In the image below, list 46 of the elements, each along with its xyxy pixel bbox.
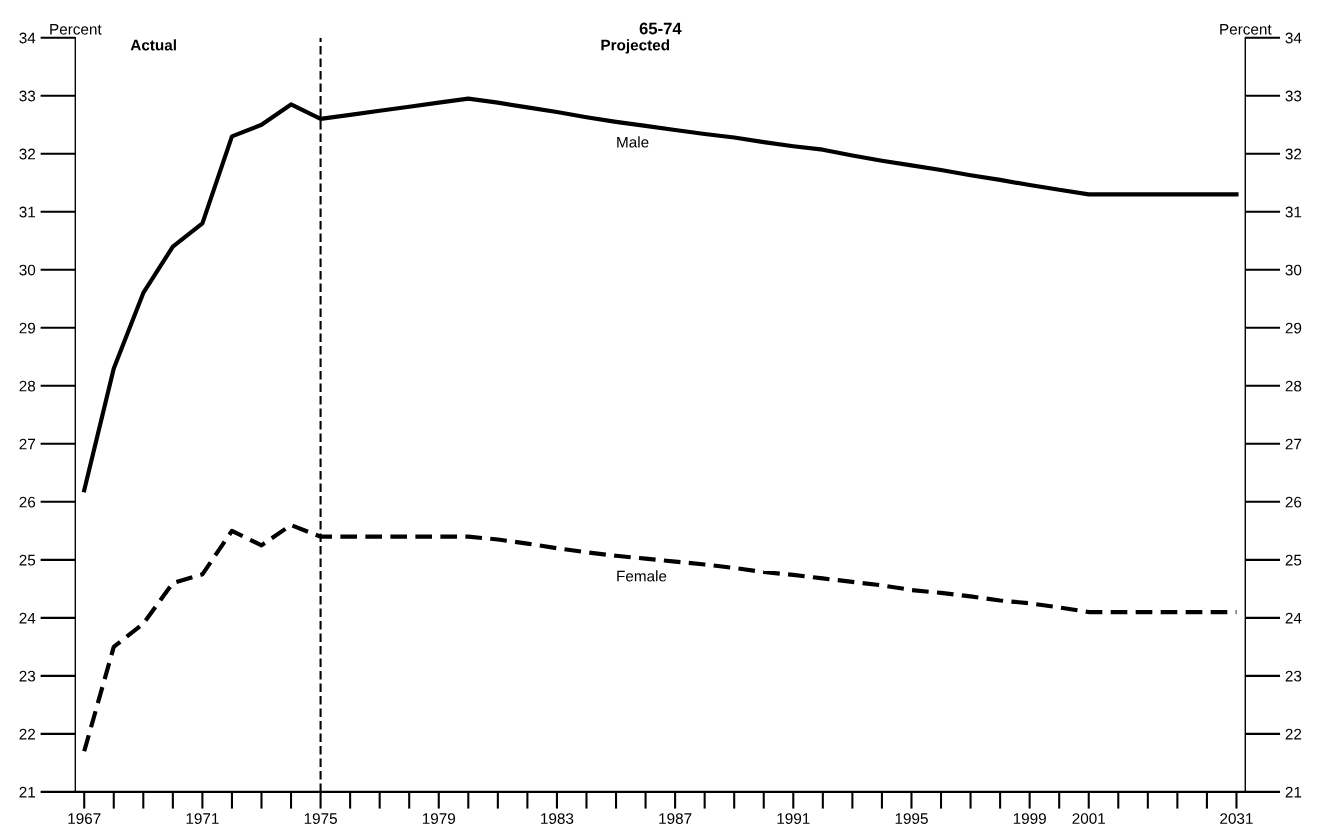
y2-tick-label: 24 xyxy=(1285,612,1302,624)
x-tick-label: 1975 xyxy=(304,813,337,824)
series-label: Female xyxy=(617,570,667,582)
x-tick-label: 1979 xyxy=(422,813,456,824)
y-tick-label: 23 xyxy=(19,670,36,682)
y2-tick-label: 33 xyxy=(1285,90,1302,102)
y2-tick-label: 32 xyxy=(1285,148,1302,160)
y-tick-label: 22 xyxy=(19,728,36,740)
y-tick-label: 34 xyxy=(19,32,36,44)
y2-tick-label: 31 xyxy=(1285,206,1302,218)
annotation: Projected xyxy=(601,39,670,54)
y2-tick-label: 34 xyxy=(1285,32,1302,44)
y-tick-label: 27 xyxy=(19,438,36,450)
y2-axis-title: Percent xyxy=(1220,24,1272,35)
x-tick-label: 2031 xyxy=(1220,813,1253,824)
y2-tick-label: 28 xyxy=(1285,380,1302,392)
y-tick-label: 21 xyxy=(19,786,36,798)
y2-tick-label: 23 xyxy=(1285,670,1302,682)
y-tick-label: 26 xyxy=(19,496,36,508)
y2-tick-label: 30 xyxy=(1285,264,1302,276)
y-tick-label: 29 xyxy=(19,322,36,334)
y2-tick-label: 27 xyxy=(1285,438,1302,450)
y-tick-label: 30 xyxy=(19,264,36,276)
series-label: Male xyxy=(617,136,649,148)
y-tick-label: 24 xyxy=(19,612,36,624)
x-tick-label: 1971 xyxy=(186,813,219,824)
y2-tick-label: 22 xyxy=(1285,728,1302,740)
x-tick-label: 1995 xyxy=(895,813,928,824)
x-tick-label: 1983 xyxy=(541,813,574,824)
x-tick-label: 1991 xyxy=(777,813,810,824)
y-tick-label: 32 xyxy=(19,148,36,160)
y-tick-label: 33 xyxy=(19,90,36,102)
x-tick-label: 1967 xyxy=(68,813,101,824)
annotation: Actual xyxy=(130,39,176,51)
chart-title: 65-74 xyxy=(639,22,682,35)
y2-tick-label: 21 xyxy=(1285,786,1302,798)
x-tick-label: 2001 xyxy=(1072,813,1105,824)
y-tick-label: 25 xyxy=(19,554,36,566)
y-axis-title: Percent xyxy=(50,24,102,35)
y-tick-label: 28 xyxy=(19,380,36,392)
y2-tick-label: 25 xyxy=(1285,554,1302,566)
y2-tick-label: 26 xyxy=(1285,496,1302,508)
x-tick-label: 1987 xyxy=(659,813,692,824)
y2-tick-label: 29 xyxy=(1285,322,1302,334)
x-tick-label: 1999 xyxy=(1013,813,1046,824)
y-tick-label: 31 xyxy=(19,206,36,218)
